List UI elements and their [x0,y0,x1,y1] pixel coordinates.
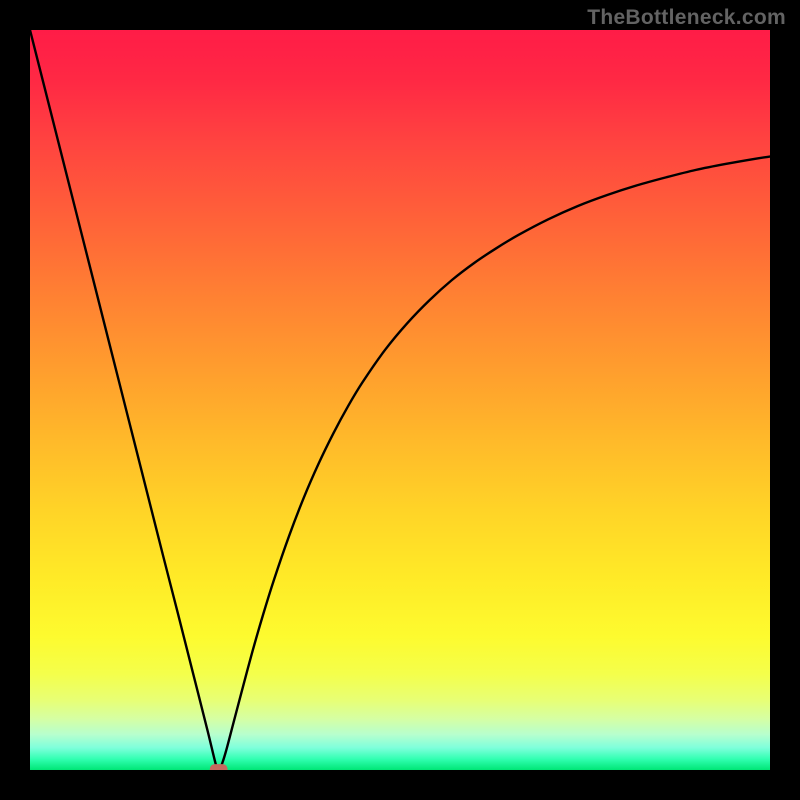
gradient-background [30,30,770,770]
chart-container: TheBottleneck.com [0,0,800,800]
plot-area [30,30,770,770]
plot-svg [30,30,770,770]
watermark-label: TheBottleneck.com [587,6,786,30]
minimum-marker [210,764,228,770]
